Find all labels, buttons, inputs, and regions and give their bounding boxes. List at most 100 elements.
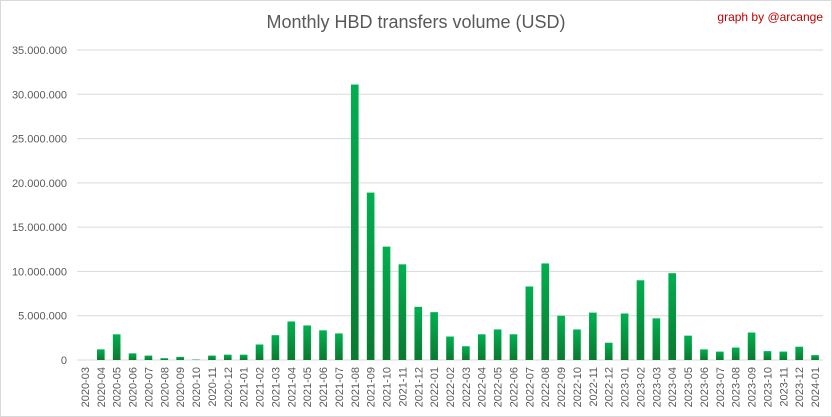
- bar: [525, 286, 534, 360]
- y-tick-label: 5.000.000: [18, 311, 67, 323]
- bar: [223, 354, 232, 360]
- bar: [414, 306, 423, 360]
- x-tick-label: 2022-02: [445, 367, 457, 407]
- y-tick-label: 25.000.000: [12, 134, 67, 146]
- x-tick-label: 2021-02: [255, 367, 267, 407]
- bar: [668, 273, 677, 360]
- x-tick-label: 2020-07: [143, 367, 155, 407]
- x-tick-label: 2021-05: [302, 367, 314, 407]
- x-tick-label: 2020-04: [96, 367, 108, 407]
- x-tick-label: 2024-01: [810, 367, 822, 407]
- x-tick-label: 2021-07: [334, 367, 346, 407]
- bar: [239, 354, 248, 360]
- x-tick-label: 2023-10: [762, 367, 774, 407]
- x-tick-label: 2023-06: [699, 367, 711, 407]
- x-tick-label: 2023-04: [667, 367, 679, 407]
- x-tick-label: 2022-01: [429, 367, 441, 407]
- bar: [208, 355, 216, 360]
- x-tick-label: 2020-12: [223, 367, 235, 407]
- x-tick-label: 2021-10: [382, 367, 394, 407]
- bar: [747, 332, 756, 360]
- bar: [779, 351, 788, 360]
- x-tick-label: 2023-02: [635, 367, 647, 407]
- x-tick-label: 2021-12: [413, 367, 425, 407]
- bar: [366, 192, 375, 360]
- bar: [636, 280, 645, 360]
- x-tick-label: 2022-04: [477, 367, 489, 407]
- bar: [541, 263, 550, 360]
- bar: [112, 334, 121, 360]
- x-tick-label: 2020-06: [128, 367, 140, 407]
- x-tick-label: 2023-05: [683, 367, 695, 407]
- x-tick-label: 2022-11: [588, 367, 600, 407]
- x-tick-label: 2020-08: [159, 367, 171, 407]
- bar: [589, 312, 597, 360]
- x-tick-label: 2020-09: [175, 367, 187, 407]
- bar: [319, 330, 327, 360]
- bar: [763, 351, 772, 360]
- x-tick-label: 2022-07: [524, 367, 536, 407]
- x-tick-label: 2023-08: [731, 367, 743, 407]
- bar: [573, 329, 581, 360]
- credit-label: graph by @arcange: [717, 10, 823, 24]
- x-tick-label: 2022-05: [493, 367, 505, 407]
- bar: [795, 346, 804, 360]
- y-tick-label: 15.000.000: [12, 222, 67, 234]
- x-tick-label: 2022-10: [572, 367, 584, 407]
- bar: [255, 344, 264, 360]
- bar: [477, 334, 486, 360]
- bar: [430, 312, 438, 360]
- bar: [509, 334, 518, 360]
- x-tick-label: 2021-09: [366, 367, 378, 407]
- x-tick-label: 2022-08: [540, 367, 552, 407]
- bar: [557, 315, 565, 360]
- bar: [287, 321, 296, 360]
- bar: [382, 246, 391, 360]
- x-tick-label: 2023-03: [651, 367, 663, 407]
- bar: [462, 346, 470, 360]
- bar: [446, 336, 454, 360]
- x-axis-ticks: 2020-03 2020-04 2020-05 2020-06 2020-07 2020-…: [80, 367, 822, 407]
- y-tick-label: 30.000.000: [12, 89, 67, 101]
- y-tick-label: 35.000.000: [12, 45, 67, 57]
- x-tick-label: 2023-11: [778, 367, 790, 407]
- x-tick-label: 2020-11: [207, 367, 219, 407]
- bar: [731, 347, 740, 360]
- x-tick-label: 2020-05: [112, 367, 124, 407]
- x-tick-label: 2023-09: [747, 367, 759, 407]
- y-axis-ticks: 0 5.000.000 10.000.000 15.000.000 20.000.000…: [12, 45, 67, 367]
- bar: [684, 335, 692, 360]
- x-tick-label: 2020-10: [191, 367, 203, 407]
- bar: [335, 333, 343, 360]
- x-tick-label: 2022-06: [508, 367, 520, 407]
- bar: [303, 325, 311, 360]
- bars: [96, 84, 819, 361]
- x-tick-label: 2021-08: [350, 367, 362, 407]
- y-tick-label: 20.000.000: [12, 178, 67, 190]
- x-tick-label: 2023-01: [620, 367, 632, 407]
- y-tick-label: 0: [61, 355, 67, 367]
- x-tick-label: 2021-01: [239, 367, 251, 407]
- x-tick-label: 2021-11: [397, 367, 409, 407]
- bar: [700, 349, 708, 360]
- bar: [604, 342, 613, 360]
- bar: [398, 264, 407, 360]
- x-tick-label: 2021-04: [286, 367, 298, 407]
- x-tick-label: 2020-03: [80, 367, 92, 407]
- bar: [176, 356, 184, 360]
- bar: [350, 84, 359, 361]
- x-tick-label: 2022-09: [556, 367, 568, 407]
- bar: [652, 318, 661, 360]
- x-tick-label: 2023-07: [715, 367, 727, 407]
- gridlines: [77, 49, 823, 361]
- y-tick-label: 10.000.000: [12, 266, 67, 278]
- bar: [493, 329, 502, 360]
- x-tick-label: 2021-03: [270, 367, 282, 407]
- x-tick-label: 2021-06: [318, 367, 330, 407]
- chart-title: Monthly HBD transfers volume (USD): [266, 12, 566, 32]
- bar: [160, 358, 169, 360]
- bar: [620, 313, 629, 360]
- bar: [144, 355, 153, 360]
